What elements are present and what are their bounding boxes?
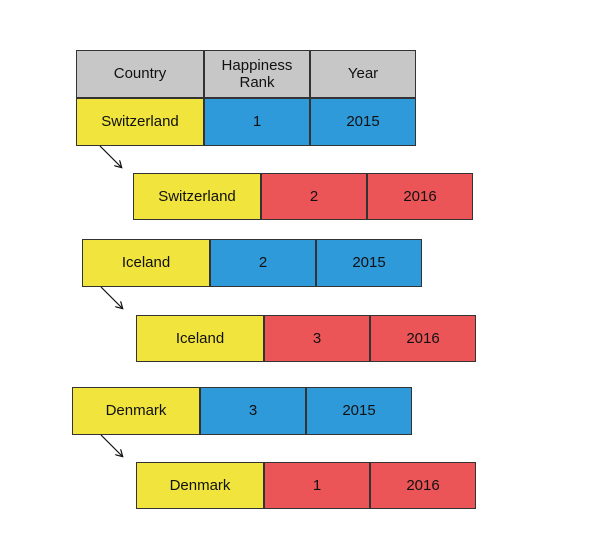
row-2015-rank: 3 bbox=[200, 387, 306, 435]
year-value: 2015 bbox=[352, 254, 386, 272]
row-2016-rank: 1 bbox=[264, 462, 370, 509]
row-2016-year: 2016 bbox=[370, 462, 476, 509]
rank-value: 3 bbox=[248, 402, 258, 420]
row-2016-year: 2016 bbox=[370, 315, 476, 362]
header-country: Country bbox=[76, 50, 204, 98]
country-label: Denmark bbox=[105, 402, 167, 420]
country-label: Iceland bbox=[121, 254, 171, 272]
year-value: 2015 bbox=[342, 402, 376, 420]
country-label: Denmark bbox=[169, 476, 231, 494]
row-2015-country: Denmark bbox=[72, 387, 200, 435]
year-value: 2016 bbox=[406, 329, 440, 347]
rank-value: 1 bbox=[252, 113, 262, 131]
rank-value: 3 bbox=[312, 329, 322, 347]
header-year: Year bbox=[310, 50, 416, 98]
country-label: Switzerland bbox=[158, 187, 236, 205]
arrow-denmark bbox=[100, 434, 122, 456]
row-2015-year: 2015 bbox=[306, 387, 412, 435]
row-2015-year: 2015 bbox=[310, 98, 416, 146]
header-happiness-rank: Happiness Rank bbox=[204, 50, 310, 98]
row-2016-country: Iceland bbox=[136, 315, 264, 362]
row-2016-country: Switzerland bbox=[133, 173, 261, 220]
header-year-label: Year bbox=[347, 65, 379, 83]
row-2015-rank: 1 bbox=[204, 98, 310, 146]
row-2015-country: Switzerland bbox=[76, 98, 204, 146]
header-rank-label-line1: Happiness bbox=[221, 56, 293, 74]
row-2016-country: Denmark bbox=[136, 462, 264, 509]
rank-value: 2 bbox=[309, 187, 319, 205]
arrow-iceland bbox=[100, 286, 122, 308]
year-value: 2015 bbox=[346, 113, 380, 131]
header-rank-label-line2: Rank bbox=[239, 74, 275, 91]
row-2016-year: 2016 bbox=[367, 173, 473, 220]
country-label: Switzerland bbox=[101, 113, 179, 131]
rank-value: 1 bbox=[312, 476, 322, 494]
header-country-label: Country bbox=[113, 65, 167, 83]
row-2015-country: Iceland bbox=[82, 239, 210, 287]
year-value: 2016 bbox=[403, 187, 437, 205]
row-2016-rank: 2 bbox=[261, 173, 367, 220]
arrow-switzerland bbox=[99, 145, 121, 167]
row-2015-year: 2015 bbox=[316, 239, 422, 287]
row-2016-rank: 3 bbox=[264, 315, 370, 362]
country-label: Iceland bbox=[175, 329, 225, 347]
row-2015-rank: 2 bbox=[210, 239, 316, 287]
rank-value: 2 bbox=[258, 254, 268, 272]
year-value: 2016 bbox=[406, 476, 440, 494]
